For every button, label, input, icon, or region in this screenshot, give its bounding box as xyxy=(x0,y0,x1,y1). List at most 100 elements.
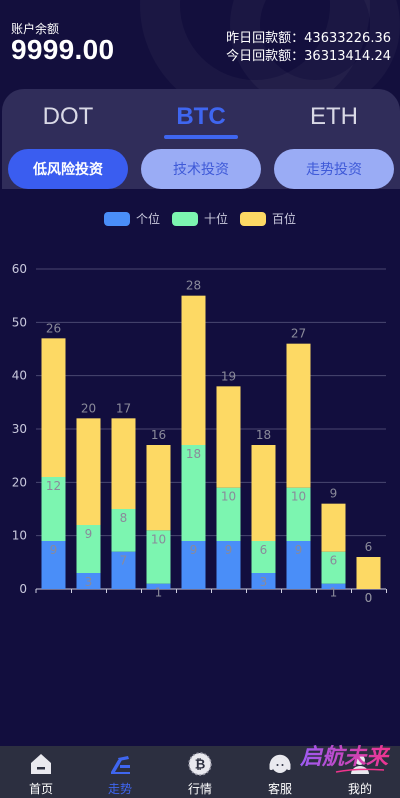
technical-investment-button[interactable]: 技术投资 xyxy=(141,149,261,189)
data-label: 26 xyxy=(46,321,61,335)
legend-label: 十位 xyxy=(203,212,228,226)
bar-segment xyxy=(41,477,66,541)
data-label: 6 xyxy=(260,543,268,557)
data-label: 12 xyxy=(46,479,61,493)
y-tick-label: 20 xyxy=(12,475,27,489)
data-label: 9 xyxy=(295,543,303,557)
data-label: 10 xyxy=(221,490,236,504)
data-label: 0 xyxy=(365,591,373,605)
bar-segment xyxy=(181,445,206,541)
data-label: 9 xyxy=(330,487,338,501)
bar-segment xyxy=(146,530,171,584)
data-label: 8 xyxy=(120,511,128,525)
bar-segment xyxy=(251,445,276,541)
data-label: 3 xyxy=(260,575,268,589)
watermark-text: 启航未来 xyxy=(299,744,391,770)
nav-trend-label: 走势 xyxy=(107,782,132,796)
nav-market-label: 行情 xyxy=(187,782,212,796)
data-label: 3 xyxy=(85,575,93,589)
data-label: 9 xyxy=(190,543,198,557)
data-label: 16 xyxy=(151,428,166,442)
bar-segment xyxy=(286,487,311,541)
bar-segment xyxy=(356,557,381,589)
bar-segment xyxy=(216,541,241,589)
bar-segment xyxy=(41,541,66,589)
bar-segment xyxy=(321,583,346,589)
nav-home-label: 首页 xyxy=(28,782,53,796)
today-refund: 今日回款额：36313414.24 xyxy=(226,49,391,64)
bottom-navigation: 首页 走势 ₿ 行情 客服 我的 xyxy=(0,746,400,798)
data-label: 19 xyxy=(221,369,236,383)
legend-swatch xyxy=(103,211,130,226)
y-tick-label: 10 xyxy=(12,529,27,543)
bar-segment xyxy=(41,338,66,477)
nav-trend[interactable]: 走势 xyxy=(80,746,160,798)
data-label: 9 xyxy=(225,543,233,557)
legend-swatch xyxy=(171,211,198,226)
home-icon xyxy=(31,754,51,774)
legend-item-tens[interactable]: 十位 xyxy=(171,210,228,227)
trend-icon xyxy=(111,756,130,774)
data-label: 18 xyxy=(256,428,271,442)
nav-home[interactable]: 首页 xyxy=(1,746,81,798)
balance-label: 账户余额 xyxy=(11,22,60,36)
data-label: 1 xyxy=(155,586,163,600)
data-label: 18 xyxy=(186,447,201,461)
data-label: 9 xyxy=(85,527,93,541)
bar-segment xyxy=(286,541,311,589)
data-label: 17 xyxy=(116,401,131,415)
headset-icon xyxy=(269,754,291,773)
data-label: 10 xyxy=(151,532,166,546)
bar-segment xyxy=(76,418,101,525)
yesterday-refund: 昨日回款额：43633226.36 xyxy=(226,31,391,46)
y-tick-label: 40 xyxy=(12,369,27,383)
active-tab-indicator xyxy=(164,135,238,139)
bar-segment xyxy=(286,343,311,488)
nav-support[interactable]: 客服 xyxy=(240,746,320,798)
bar-segment xyxy=(321,551,346,584)
legend-label: 百位 xyxy=(272,212,297,226)
y-tick-label: 60 xyxy=(12,262,27,276)
bar-segment xyxy=(76,525,101,573)
y-tick-label: 30 xyxy=(12,422,27,436)
data-label: 1 xyxy=(330,586,338,600)
data-label: 27 xyxy=(291,327,306,341)
bar-segment xyxy=(251,573,276,589)
legend-item-hundreds[interactable]: 百位 xyxy=(240,210,296,227)
bar-segment xyxy=(111,418,136,509)
bar-segment xyxy=(181,541,206,589)
bar-segment xyxy=(321,503,346,552)
bar-segment xyxy=(146,445,171,531)
bar-segment xyxy=(251,541,276,573)
nav-support-label: 客服 xyxy=(267,782,292,796)
legend-swatch xyxy=(240,211,266,226)
trend-investment-button[interactable]: 走势投资 xyxy=(274,149,394,189)
tab-btc[interactable]: BTC xyxy=(176,103,226,130)
svg-text:₿: ₿ xyxy=(195,758,206,773)
bar-segment xyxy=(111,509,136,552)
bar-segment xyxy=(146,583,171,589)
data-label: 10 xyxy=(291,490,306,504)
tab-dot[interactable]: DOT xyxy=(42,103,94,130)
data-label: 7 xyxy=(120,554,128,568)
bitcoin-icon: ₿ xyxy=(188,752,212,776)
bar-segment xyxy=(216,487,241,541)
chart-legend: 个位 十位 百位 xyxy=(0,210,400,227)
data-label: 20 xyxy=(81,401,96,415)
data-label: 0 xyxy=(365,591,373,605)
legend-label: 个位 xyxy=(135,212,160,226)
bar-segment xyxy=(76,573,101,589)
low-risk-investment-button[interactable]: 低风险投资 xyxy=(8,149,128,189)
y-tick-label: 50 xyxy=(12,315,27,329)
data-label: 6 xyxy=(330,554,338,568)
y-tick-label: 0 xyxy=(19,582,27,596)
data-label: 9 xyxy=(50,543,58,557)
tab-eth[interactable]: ETH xyxy=(310,103,358,130)
nav-market[interactable]: ₿ 行情 xyxy=(160,746,240,798)
data-label: 28 xyxy=(186,279,201,293)
watermark-logo: 启航未来 xyxy=(299,744,391,773)
bar-segment xyxy=(111,551,136,589)
bar-segment xyxy=(181,295,206,445)
legend-item-ones[interactable]: 个位 xyxy=(103,210,160,227)
balance-value: 9999.00 xyxy=(11,34,115,65)
